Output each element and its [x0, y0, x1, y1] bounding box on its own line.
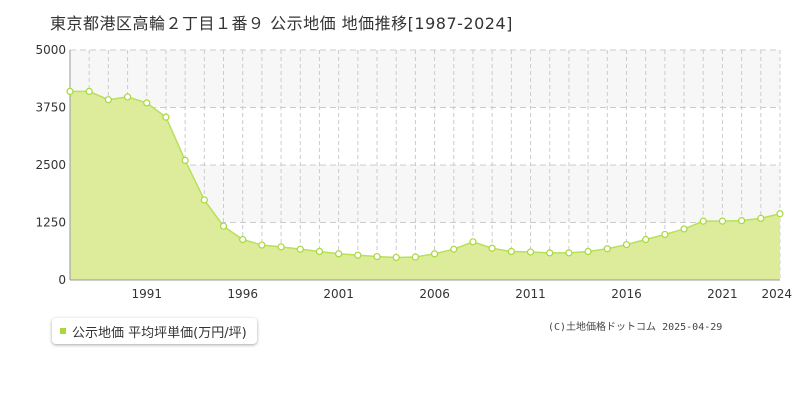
data-point — [642, 235, 650, 244]
data-point — [622, 240, 631, 249]
legend-label: 公示地価 平均坪単価(万円/坪) — [72, 325, 247, 341]
data-point — [315, 247, 324, 256]
grid-band — [70, 50, 780, 108]
y-tick-label: 0 — [58, 273, 66, 287]
data-point — [507, 247, 515, 256]
data-point — [546, 249, 554, 257]
x-tick-label: 2011 — [515, 287, 546, 301]
credit-text: (C)土地価格ドットコム 2025-04-29 — [548, 322, 723, 333]
data-point — [526, 248, 535, 256]
data-point — [354, 251, 362, 259]
x-tick-label: 1996 — [227, 287, 258, 301]
data-point — [469, 238, 477, 246]
data-point — [738, 217, 746, 225]
data-point — [565, 249, 573, 257]
data-point — [66, 87, 74, 96]
chart-title: 東京都港区高輪２丁目１番９ 公示地価 地価推移[1987-2024] — [50, 14, 513, 33]
data-point — [277, 243, 285, 251]
data-point — [776, 210, 784, 218]
x-tick-label: 2021 — [707, 287, 738, 301]
x-tick-label: 2024 — [761, 287, 792, 301]
data-point — [85, 87, 93, 96]
data-point — [181, 156, 189, 164]
y-tick-label: 3750 — [35, 101, 66, 115]
y-tick-label: 5000 — [35, 43, 66, 57]
data-point — [430, 250, 439, 258]
x-tick-label: 1991 — [131, 287, 162, 301]
data-point — [200, 196, 208, 204]
data-point — [335, 250, 343, 258]
area-fill — [70, 91, 780, 281]
data-point — [661, 230, 669, 239]
data-point — [162, 113, 170, 121]
y-tick-label: 1250 — [35, 216, 66, 230]
data-point — [757, 214, 765, 222]
data-point — [603, 245, 611, 253]
x-tick-label: 2001 — [323, 287, 354, 301]
data-point — [718, 217, 727, 225]
x-tick-label: 2006 — [419, 287, 450, 301]
data-point — [699, 217, 707, 225]
data-point — [680, 225, 688, 233]
y-axis-tick-labels: 0 1250 2500 3750 5000 — [35, 43, 66, 287]
data-point — [584, 247, 592, 256]
x-tick-label: 2016 — [611, 287, 642, 301]
data-point — [296, 245, 304, 253]
legend-marker-icon — [60, 328, 66, 334]
data-point — [104, 96, 112, 104]
data-point — [450, 245, 458, 253]
x-axis-tick-labels: 1991 1996 2001 2006 2011 2016 2021 2024 — [131, 287, 792, 301]
data-point — [488, 244, 496, 252]
data-point — [411, 253, 420, 261]
y-tick-label: 2500 — [35, 158, 66, 172]
legend: 公示地価 平均坪単価(万円/坪) — [52, 318, 257, 344]
data-point — [392, 253, 400, 262]
data-point — [239, 235, 247, 244]
data-markers — [66, 87, 784, 262]
data-point — [219, 222, 228, 230]
data-point — [373, 252, 381, 261]
data-point — [143, 99, 151, 107]
data-point — [258, 241, 266, 249]
data-point — [123, 93, 132, 101]
